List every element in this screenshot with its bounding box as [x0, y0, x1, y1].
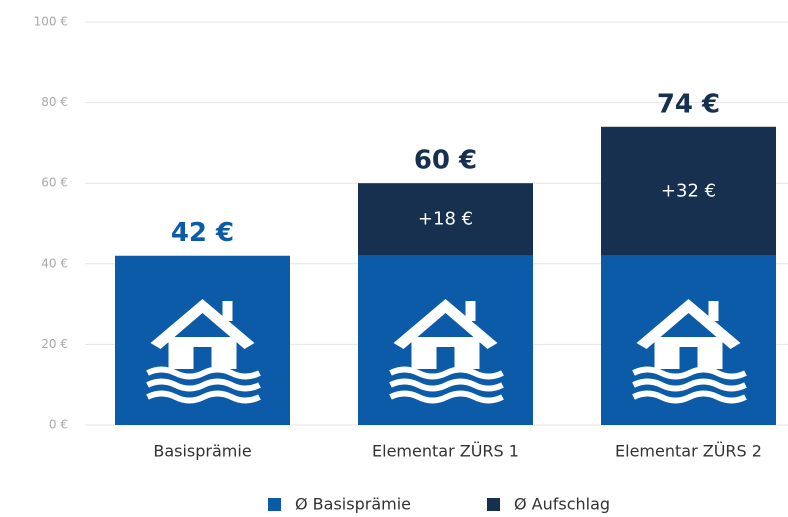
y-tick-label: 100 €	[34, 15, 68, 29]
total-label: 42 €	[171, 218, 234, 248]
x-tick-label: Elementar ZÜRS 2	[615, 442, 762, 461]
y-tick-label: 60 €	[41, 176, 68, 190]
legend-swatch	[487, 498, 500, 511]
y-tick-label: 40 €	[41, 256, 68, 270]
legend-swatch	[268, 498, 281, 511]
total-label: 74 €	[657, 89, 720, 119]
legend-label: Ø Aufschlag	[514, 495, 610, 514]
x-tick-label: Basisprämie	[153, 442, 251, 461]
y-tick-label: 80 €	[41, 95, 68, 109]
bar-segment	[358, 183, 533, 256]
total-label: 60 €	[414, 146, 477, 176]
y-tick-label: 0 €	[49, 418, 68, 432]
segment-label: +32 €	[661, 180, 716, 201]
y-tick-label: 20 €	[41, 337, 68, 351]
segment-label: +18 €	[418, 208, 473, 229]
bar-segment	[601, 126, 776, 256]
legend-label: Ø Basisprämie	[295, 495, 411, 514]
x-tick-label: Elementar ZÜRS 1	[372, 442, 519, 461]
